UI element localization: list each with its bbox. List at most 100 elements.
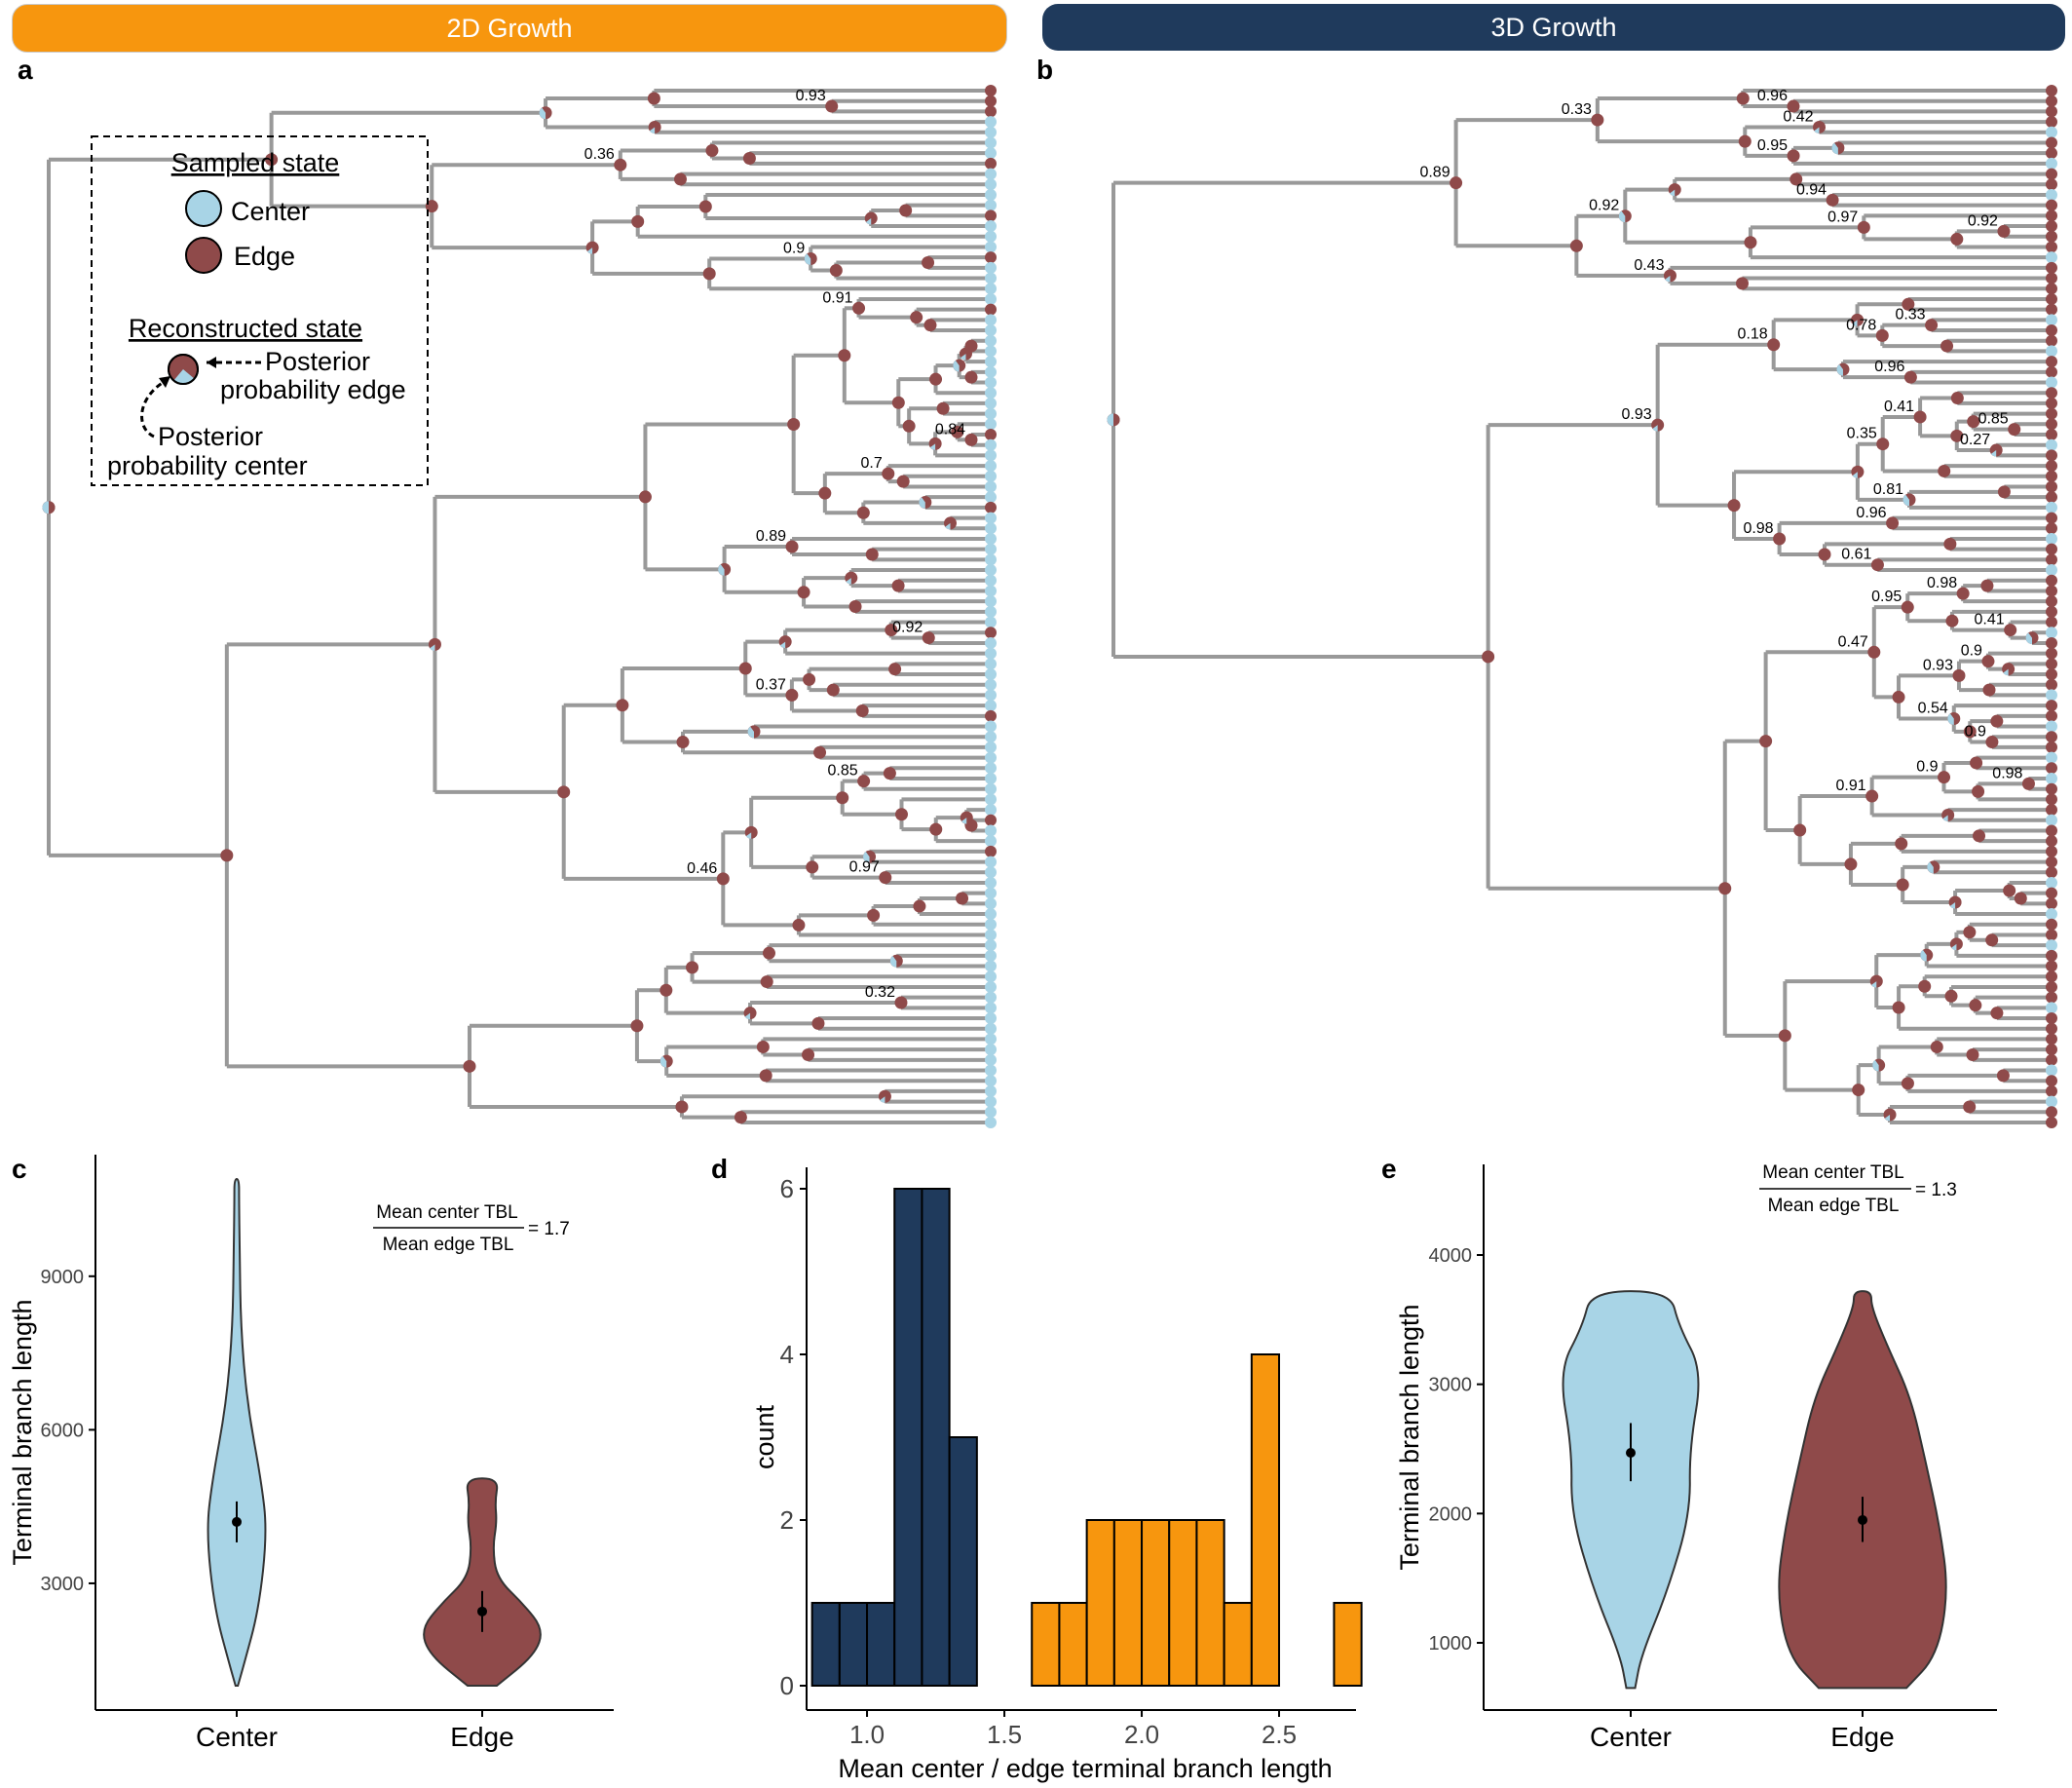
tree-b-node-pie [1980, 579, 1994, 592]
tree-b-tip [2046, 178, 2057, 191]
tree-a-tip [985, 960, 997, 972]
tree-a-node-pie [698, 200, 712, 213]
tree-a-prob-label: 0.97 [849, 859, 880, 876]
tree-b-node-pie [1663, 269, 1676, 283]
tree-a-tip [985, 188, 997, 201]
legend-sampled-title: Sampled state [171, 148, 340, 177]
tree-b-tip [2046, 324, 2057, 337]
tree-a-tip [985, 1117, 997, 1128]
d-bar [866, 1602, 896, 1687]
tree-a-tip [985, 793, 997, 806]
tree-b-node-pie [1989, 443, 2003, 457]
tree-a-node-pie [648, 120, 661, 133]
e-xticks: Center Edge [1590, 1710, 1895, 1752]
tree-b-node-pie [1718, 882, 1732, 895]
tree-a-tip [985, 678, 997, 691]
tree-a-tip [985, 939, 997, 952]
tree-a-node-pie [929, 372, 943, 386]
tree-b-tip [2046, 532, 2057, 545]
tree-b-node-pie [1950, 429, 1964, 442]
e-y-label: Terminal branch length [1395, 1304, 1424, 1570]
tree-b-tip [2046, 356, 2057, 368]
tree-a-tip [985, 365, 997, 378]
tree-b-node-pie [1883, 1108, 1897, 1122]
tree-b-tip [2046, 856, 2057, 868]
e-violin-center [1562, 1290, 1700, 1690]
tree-a-node-pie [759, 1069, 772, 1083]
tree-a-node-pie [856, 506, 870, 519]
tree-a-tip [985, 845, 997, 857]
tree-a-tip [985, 168, 997, 180]
tree-a-node-pie [792, 918, 806, 932]
tree-b-tip [2046, 85, 2057, 96]
tree-a-tip [985, 261, 997, 274]
tree-a-node-pie [928, 437, 942, 450]
tree-a-node-pie [716, 872, 730, 886]
d-ytick-label: 6 [780, 1174, 794, 1203]
tree-b-node-pie [2008, 423, 2021, 437]
tree-b-node-pie [1857, 220, 1870, 234]
c-mean-center [232, 1516, 242, 1527]
legend-arrowhead-edge [207, 357, 216, 368]
d-bar [1085, 1519, 1115, 1687]
tree-b-tip [2046, 762, 2057, 775]
tree-b-tip [2046, 960, 2057, 972]
tree-b-prob-label: 0.27 [1960, 432, 1990, 448]
e-xtick-label: Center [1590, 1722, 1672, 1752]
tree-b-tip [2046, 230, 2057, 243]
tree-b-node-pie [1985, 933, 1999, 947]
tree-a-tip [985, 438, 997, 451]
tree-b-tip [2046, 199, 2057, 211]
tree-b-tip [2046, 116, 2057, 129]
tree-a-tip [985, 324, 997, 337]
tree-a-node-pie [878, 1089, 891, 1103]
tree-a-prob-label: 0.93 [796, 88, 826, 104]
tree-b-node-pie [1813, 120, 1827, 133]
tree-b-tip [2046, 449, 2057, 462]
d-bar [1031, 1602, 1061, 1687]
e-ytick-label: 1000 [1429, 1633, 1473, 1655]
tree-b-node-pie [1851, 313, 1865, 326]
tree-b-tip [2046, 1095, 2057, 1108]
c-violin-center [207, 1177, 267, 1687]
tree-b-root-pie [1107, 413, 1120, 427]
tree-b-node-pie [1569, 239, 1583, 252]
tree-b-tip [2046, 303, 2057, 316]
tree-b-tip [2046, 136, 2057, 149]
e-violin-edge [1778, 1290, 1947, 1690]
tree-a-tip [985, 376, 997, 389]
tree-a-prob-label: 0.46 [687, 860, 717, 877]
tree-a-prob-label: 0.9 [783, 240, 805, 256]
tree-b-node-pie [1982, 683, 1996, 697]
legend-pie-icon [168, 354, 199, 385]
tree-b-tip [2046, 668, 2057, 681]
e-xtick-label: Edge [1830, 1722, 1894, 1752]
tree-b-tip [2046, 980, 2057, 993]
tree-b-tip [2046, 939, 2057, 952]
panel-label-e: e [1381, 1154, 1397, 1184]
e-ratio-numerator: Mean center TBL [1762, 1162, 1903, 1183]
tree-a-node-pie [265, 153, 279, 167]
tree-b-node-pie [1938, 464, 1951, 477]
tree-b-node-pie [1870, 558, 1884, 572]
tree-a-node-pie [797, 586, 810, 599]
tree-a-node-pie [428, 637, 441, 651]
tree-a-node-pie [702, 267, 716, 281]
d-xtick-label: 2.0 [1124, 1720, 1159, 1749]
tree-b-node-pie [1844, 857, 1858, 871]
c-ratio-denominator: Mean edge TBL [383, 1235, 514, 1255]
tree-b-node-pie [1970, 756, 1983, 770]
d-ytick-label: 0 [780, 1671, 794, 1700]
tree-a-tip [985, 949, 997, 962]
tree-b-prob-label: 0.9 [1965, 724, 1986, 741]
d-xtick-label: 1.0 [849, 1720, 885, 1749]
tree-a-tip [985, 720, 997, 733]
tree-a-tip [985, 85, 997, 96]
tree-b-node-pie [1826, 193, 1839, 207]
tree-b-prob-label: 0.89 [1419, 165, 1450, 181]
tree-a-node-pie [848, 600, 862, 613]
tree-a-tip [985, 126, 997, 138]
tree-b-node-pie [1963, 1100, 1977, 1114]
tree-b-node-pie [1787, 99, 1800, 113]
tree-a-tip [985, 543, 997, 555]
